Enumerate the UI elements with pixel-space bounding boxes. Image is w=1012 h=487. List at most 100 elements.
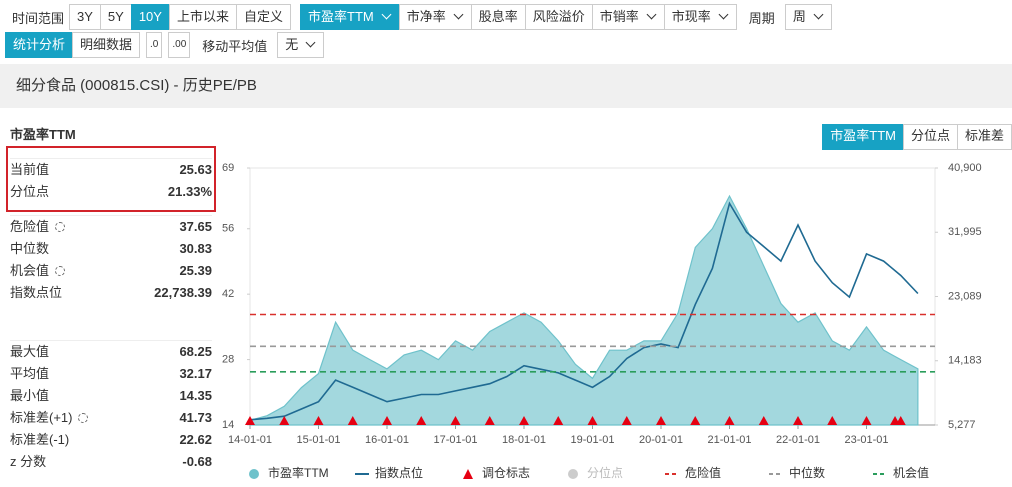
label: 时间范围 <box>12 10 65 26</box>
rebalance-marker <box>382 416 392 425</box>
x-tick-label: 14-01-01 <box>228 434 272 446</box>
time-button[interactable]: 3Y <box>69 4 101 30</box>
rebalance-marker <box>861 416 872 425</box>
label: 移动平均值 <box>202 38 268 54</box>
stats-label: 当前值 <box>10 162 50 177</box>
stats-label: 最大值 <box>10 344 50 359</box>
legend-label: 调仓标志 <box>482 466 530 480</box>
stats-row: 分位点 21.33% <box>10 181 212 203</box>
y2-tick-label: 14,183 <box>948 355 982 367</box>
rebalance-marker <box>484 416 495 425</box>
stats-label: 标准差(+1) <box>10 407 89 429</box>
stats-row: 机会值 25.39 <box>10 260 212 282</box>
stats-group: 当前值 25.63 分位点 21.33% <box>10 158 212 203</box>
x-tick-label: 19-01-01 <box>570 434 614 446</box>
rebalance-marker <box>827 416 838 425</box>
time-button[interactable]: 上市以来 <box>168 4 237 30</box>
title: 细分食品 (000815.CSI) - 历史PE/PB <box>16 77 257 94</box>
tab[interactable]: 统计分析 <box>5 32 74 58</box>
legend-label: 危险值 <box>685 465 721 480</box>
rebalance-marker <box>519 416 529 425</box>
chart-tab[interactable]: 标准差 <box>956 124 1012 150</box>
metric-button[interactable]: 股息率 <box>470 4 526 30</box>
metric-button[interactable]: 市销率 <box>591 4 665 30</box>
y2-tick-label: 40,900 <box>948 162 982 174</box>
y-tick-label: 69 <box>222 162 234 174</box>
rebalance-marker <box>553 416 564 425</box>
label: 周期 <box>748 10 775 26</box>
gear-icon[interactable] <box>78 413 89 423</box>
legend-label: 市盈率TTM <box>268 465 329 480</box>
chart-tab[interactable]: 分位点 <box>902 124 958 150</box>
stats-label: 标准差(-1) <box>10 432 70 447</box>
x-tick-label: 20-01-01 <box>639 434 683 446</box>
stats-label: 平均值 <box>10 366 50 381</box>
metric-button[interactable]: 市盈率TTM <box>300 4 400 30</box>
chart-tabs: 市盈率TTM 分位点 标准差 <box>822 124 1012 150</box>
stats-row: 当前值 25.63 <box>10 159 212 181</box>
metric-button[interactable]: 市净率 <box>398 4 472 30</box>
plot-frame <box>249 167 936 426</box>
x-tick-label: 17-01-01 <box>433 434 477 446</box>
area <box>249 194 919 426</box>
stats-value: 32.17 <box>179 366 212 381</box>
header: 细分食品 (000815.CSI) - 历史PE/PB <box>0 64 1012 108</box>
decimal-button[interactable]: .00 <box>168 32 191 58</box>
metric-button[interactable]: 风险溢价 <box>524 4 593 30</box>
stats-label: 分位点 <box>10 184 50 199</box>
rebalance-marker <box>450 416 461 425</box>
x-tick-label: 21-01-01 <box>707 434 751 446</box>
stats-row: 中位数 30.83 <box>10 238 212 260</box>
stats-group: 最大值 68.25 平均值 32.17 最小值 14.35 标准差(+1) 41.73 标准差(… <box>10 340 212 473</box>
x-tick-label: 16-01-01 <box>365 434 409 446</box>
y2-tick-label: 23,089 <box>948 290 982 302</box>
time-button[interactable]: 10Y <box>130 4 170 30</box>
y2-tick-label: 31,995 <box>948 226 982 238</box>
stats-value: -0.68 <box>182 454 212 469</box>
legend-label: 中位数 <box>789 465 825 480</box>
stats-value: 21.33% <box>167 184 212 199</box>
gear-icon[interactable] <box>55 222 66 232</box>
stats-row: 最小值 14.35 <box>10 385 212 407</box>
stats-value: 14.35 <box>179 388 212 403</box>
stats-value: 22,738.39 <box>154 285 212 300</box>
stats-group: 危险值 37.65 中位数 30.83 机会值 25.39 指数点位 22,738.39 <box>10 215 212 304</box>
stats-row: 平均值 32.17 <box>10 363 212 385</box>
toolbar-2: 统计分析 明细数据 .0.00 移动平均值无 <box>5 32 325 58</box>
tab[interactable]: 明细数据 <box>72 32 141 58</box>
line <box>249 201 919 421</box>
ma-dropdown[interactable]: 无 <box>277 32 325 58</box>
stats-title: 市盈率TTM <box>10 127 76 142</box>
stats-row: 标准差(+1) 41.73 <box>10 407 212 429</box>
stats-value: 30.83 <box>179 241 212 256</box>
x-tick-label: 22-01-01 <box>776 434 820 446</box>
x-tick-label: 23-01-01 <box>844 434 888 446</box>
stats-value: 22.62 <box>179 432 212 447</box>
y-tick-label: 14 <box>222 419 234 431</box>
stats-label: 中位数 <box>10 241 50 256</box>
gear-icon[interactable] <box>55 266 66 276</box>
chart-tab[interactable]: 市盈率TTM <box>822 124 904 150</box>
metric-button[interactable]: 市现率 <box>663 4 737 30</box>
rebalance-marker <box>690 416 701 425</box>
decimal-button[interactable]: .0 <box>146 32 163 58</box>
period-dropdown[interactable]: 周 <box>784 4 832 30</box>
stats-value: 41.73 <box>179 410 212 425</box>
rebalance-marker <box>895 416 906 425</box>
stats-label: 危险值 <box>10 216 66 238</box>
time-button[interactable]: 5Y <box>99 4 132 30</box>
time-button[interactable]: 自定义 <box>235 4 291 30</box>
x-tick-label: 15-01-01 <box>296 434 340 446</box>
rebalance-marker <box>347 416 358 425</box>
rebalance-marker <box>245 416 255 425</box>
stats-value: 25.63 <box>179 162 212 177</box>
legend-symbol <box>568 469 578 479</box>
rebalance-marker <box>890 416 901 425</box>
stats-label: 最小值 <box>10 388 50 403</box>
legend-label: 机会值 <box>893 465 929 480</box>
rebalance-marker <box>587 416 598 425</box>
legend-symbol <box>249 469 259 479</box>
stats-row: 标准差(-1) 22.62 <box>10 429 212 451</box>
stats-row: 最大值 68.25 <box>10 341 212 363</box>
